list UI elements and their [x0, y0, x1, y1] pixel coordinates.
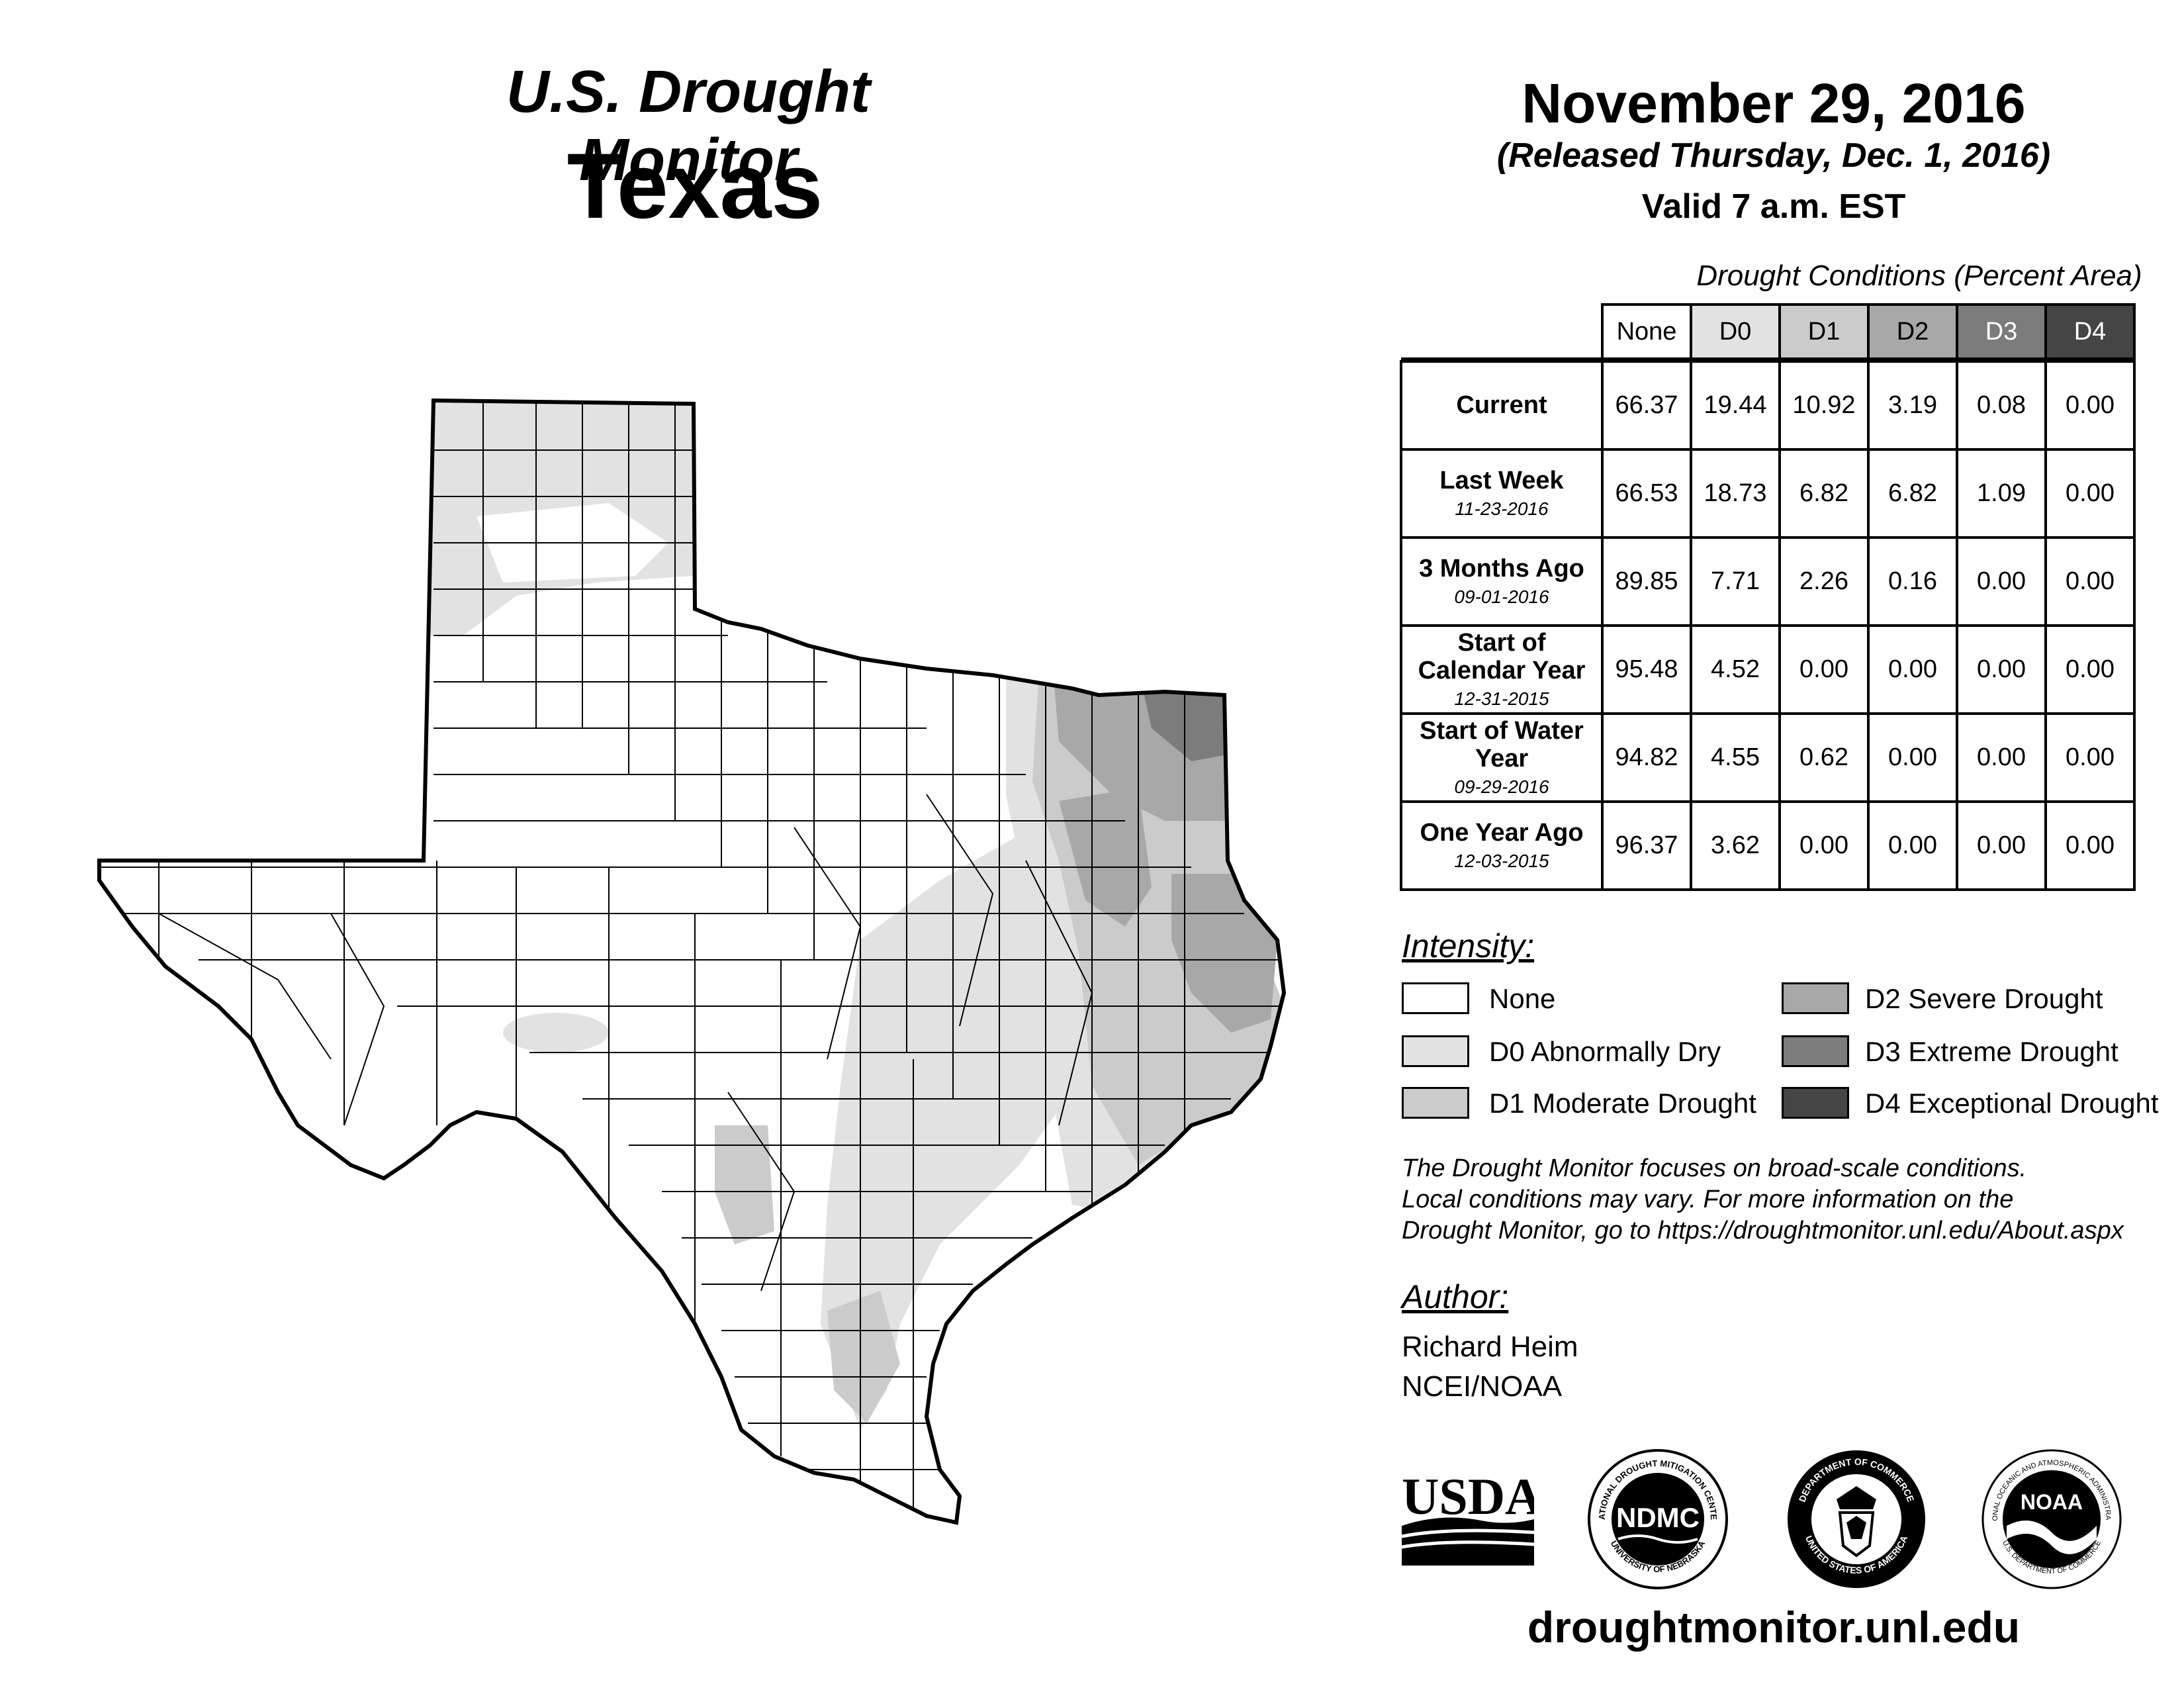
- column-header-d3: D3: [1956, 303, 2047, 360]
- author-title: Author:: [1402, 1278, 1509, 1315]
- usda-logo: USDA: [1401, 1466, 1542, 1566]
- department-of-commerce-seal: DEPARTMENT OF COMMERCE UNITED STATES OF …: [1784, 1446, 1929, 1592]
- disclaimer-note: The Drought Monitor focuses on broad-sca…: [1402, 1153, 2163, 1246]
- legend-swatch-d0: [1402, 1035, 1469, 1067]
- d1-area-coastal-bend: [827, 1291, 900, 1423]
- legend-label-d4: D4 Exceptional Drought: [1865, 1088, 2159, 1119]
- ndmc-logo: NATIONAL DROUGHT MITIGATION CENTER UNIVE…: [1582, 1438, 1731, 1592]
- drought-overlay: [430, 400, 1284, 1430]
- value-cell: 89.85: [1601, 536, 1692, 627]
- legend-swatch-d1: [1402, 1087, 1469, 1119]
- value-cell: 0.00: [1867, 712, 1958, 803]
- value-cell: 6.82: [1867, 448, 1958, 539]
- row-label: Start of Calendar Year 12-31-2015: [1400, 624, 1604, 715]
- value-cell: 0.00: [1867, 624, 1958, 715]
- table-row-last-week: Last Week 11-23-2016 66.53 18.73 6.82 6.8…: [1400, 448, 2136, 539]
- row-label: 3 Months Ago 09-01-2016: [1400, 536, 1604, 627]
- note-line: Local conditions may vary. For more info…: [1402, 1186, 2014, 1213]
- texas-drought-map: [97, 398, 1287, 1525]
- row-label: Current: [1400, 360, 1604, 451]
- svg-text:NOAA: NOAA: [2021, 1490, 2083, 1514]
- value-cell: 19.44: [1690, 360, 1781, 451]
- website-url[interactable]: droughtmonitor.unl.edu: [1527, 1603, 2021, 1652]
- texas-outline: [97, 398, 1287, 1525]
- author-organization: NCEI/NOAA: [1402, 1370, 1563, 1403]
- legend-swatch-none: [1402, 982, 1469, 1014]
- value-cell: 0.00: [1956, 800, 2047, 891]
- value-cell: 18.73: [1690, 448, 1781, 539]
- value-cell: 0.16: [1867, 536, 1958, 627]
- column-header-none: None: [1601, 303, 1692, 360]
- county-boundaries: [99, 400, 1284, 1516]
- d1-area-south-texas: [715, 1125, 774, 1244]
- value-cell: 0.08: [1956, 360, 2047, 451]
- author-name: Richard Heim: [1402, 1331, 1578, 1363]
- row-label: Start of Water Year 09-29-2016: [1400, 712, 1604, 803]
- value-cell: 1.09: [1956, 448, 2047, 539]
- value-cell: 0.00: [2044, 624, 2136, 715]
- release-date: (Released Thursday, Dec. 1, 2016): [1496, 136, 2051, 175]
- value-cell: 66.37: [1601, 360, 1692, 451]
- column-header-d2: D2: [1867, 303, 1958, 360]
- value-cell: 0.00: [1956, 712, 2047, 803]
- value-cell: 0.00: [2044, 360, 2136, 451]
- value-cell: 95.48: [1601, 624, 1692, 715]
- value-cell: 6.82: [1778, 448, 1870, 539]
- value-cell: 0.00: [1956, 536, 2047, 627]
- legend-label-none: None: [1489, 983, 1556, 1014]
- table-caption: Drought Conditions (Percent Area): [1696, 259, 2142, 292]
- legend-label-d3: D3 Extreme Drought: [1865, 1036, 2118, 1067]
- table-row-start-calendar-year: Start of Calendar Year 12-31-2015 95.48 4…: [1400, 624, 2136, 715]
- row-label: One Year Ago 12-03-2015: [1400, 800, 1604, 891]
- map-title: U.S. Drought Monitor: [506, 59, 870, 193]
- legend-swatch-d2: [1782, 982, 1849, 1014]
- value-cell: 10.92: [1778, 360, 1870, 451]
- legend-label-d1: D1 Moderate Drought: [1489, 1088, 1756, 1119]
- valid-time: Valid 7 a.m. EST: [1641, 187, 1906, 226]
- value-cell: 0.62: [1778, 712, 1870, 803]
- legend-swatch-d4: [1782, 1087, 1849, 1119]
- column-header-d1: D1: [1778, 303, 1870, 360]
- column-header-d4: D4: [2044, 303, 2136, 360]
- table-row-3-months-ago: 3 Months Ago 09-01-2016 89.85 7.71 2.26 0…: [1400, 536, 2136, 627]
- value-cell: 0.00: [2044, 448, 2136, 539]
- value-cell: 0.00: [1867, 800, 1958, 891]
- table-row-one-year-ago: One Year Ago 12-03-2015 96.37 3.62 0.00 0…: [1400, 800, 2136, 891]
- state-title: Texas: [567, 134, 823, 238]
- value-cell: 0.00: [1778, 800, 1870, 891]
- value-cell: 4.52: [1690, 624, 1781, 715]
- value-cell: 0.00: [2044, 712, 2136, 803]
- svg-text:NDMC: NDMC: [1616, 1502, 1700, 1533]
- noaa-logo: NATIONAL OCEANIC AND ATMOSPHERIC ADMINIS…: [1976, 1440, 2124, 1592]
- row-label: Last Week 11-23-2016: [1400, 448, 1604, 539]
- map-date: November 29, 2016: [1522, 72, 2026, 134]
- value-cell: 0.00: [1956, 624, 2047, 715]
- value-cell: 7.71: [1690, 536, 1781, 627]
- legend-label-d2: D2 Severe Drought: [1865, 983, 2103, 1014]
- legend-label-d0: D0 Abnormally Dry: [1489, 1036, 1721, 1067]
- legend-title: Intensity:: [1402, 927, 1535, 964]
- table-row-current: Current 66.37 19.44 10.92 3.19 0.08 0.00: [1400, 360, 2136, 451]
- note-line: The Drought Monitor focuses on broad-sca…: [1402, 1154, 2027, 1182]
- legend-swatch-d3: [1782, 1035, 1849, 1067]
- svg-text:USDA: USDA: [1402, 1468, 1534, 1525]
- value-cell: 2.26: [1778, 536, 1870, 627]
- table-row-start-water-year: Start of Water Year 09-29-2016 94.82 4.55…: [1400, 712, 2136, 803]
- column-header-d0: D0: [1690, 303, 1781, 360]
- value-cell: 0.00: [2044, 536, 2136, 627]
- value-cell: 96.37: [1601, 800, 1692, 891]
- drought-statistics-table: None D0 D1 D2 D3 D4 Current 66.37 19.44 …: [1400, 303, 2136, 891]
- value-cell: 0.00: [2044, 800, 2136, 891]
- value-cell: 0.00: [1778, 624, 1870, 715]
- value-cell: 3.62: [1690, 800, 1781, 891]
- note-line: Drought Monitor, go to https://droughtmo…: [1402, 1217, 2124, 1244]
- value-cell: 66.53: [1601, 448, 1692, 539]
- d0-area-big-bend: [503, 1013, 609, 1053]
- value-cell: 94.82: [1601, 712, 1692, 803]
- d2-area-east: [1059, 788, 1152, 927]
- value-cell: 3.19: [1867, 360, 1958, 451]
- value-cell: 4.55: [1690, 712, 1781, 803]
